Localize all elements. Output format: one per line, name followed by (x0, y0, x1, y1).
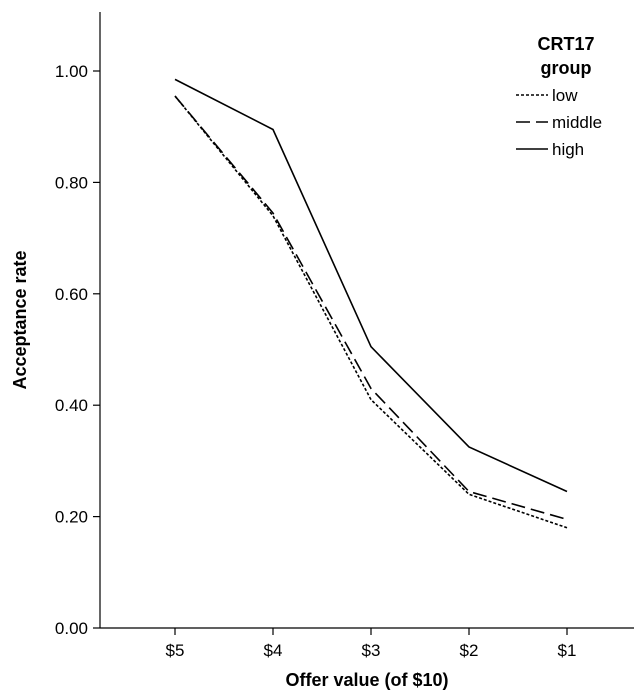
y-tick-label: 0.20 (55, 508, 88, 527)
legend-label-middle: middle (552, 113, 602, 132)
x-tick-label: $3 (362, 641, 381, 660)
x-axis-title: Offer value (of $10) (285, 670, 448, 690)
legend-title-line1: CRT17 (537, 34, 594, 54)
legend-items: low middle high (516, 86, 602, 159)
x-tick-label: $5 (166, 641, 185, 660)
x-tick-label: $2 (460, 641, 479, 660)
y-tick-label: 0.00 (55, 619, 88, 638)
series-line-middle (174, 95, 568, 521)
y-axis-title: Acceptance rate (10, 250, 30, 389)
x-tick-label: $4 (264, 641, 283, 660)
legend-label-high: high (552, 140, 584, 159)
series-line-high (174, 78, 568, 493)
legend-title-line2: group (541, 58, 592, 78)
y-tick-label: 0.80 (55, 173, 88, 192)
y-tick-label: 1.00 (55, 62, 88, 81)
legend: CRT17 group low middle high (516, 34, 602, 159)
x-tick-label: $1 (558, 641, 577, 660)
legend-label-low: low (552, 86, 578, 105)
y-tick-label: 0.60 (55, 285, 88, 304)
x-axis-ticks: $5 $4 $3 $2 $1 (166, 628, 577, 660)
series-lines (174, 78, 568, 529)
y-tick-label: 0.40 (55, 396, 88, 415)
y-axis-ticks: 0.00 0.20 0.40 0.60 0.80 1.00 (55, 62, 100, 638)
series-line-low (174, 95, 568, 529)
